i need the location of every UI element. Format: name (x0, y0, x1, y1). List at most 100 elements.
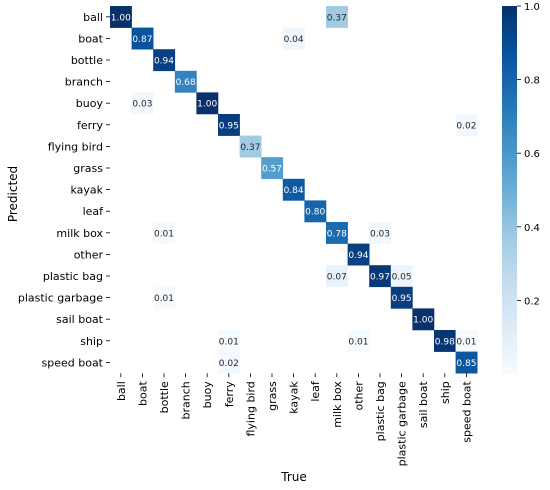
heatmap-cell (455, 330, 478, 352)
cell-value-label: 0.68 (176, 78, 196, 88)
y-tick-label: milk box (56, 227, 103, 240)
heatmap-cell (131, 92, 154, 115)
heatmap-cell (131, 27, 154, 50)
heatmap-cell (174, 70, 197, 93)
heatmap-cell (390, 265, 413, 288)
cell-value-label: 0.01 (219, 337, 239, 347)
x-tick-label: buoy (201, 381, 214, 409)
x-tick-label: branch (180, 381, 193, 419)
colorbar (502, 6, 517, 374)
y-tick-label: buoy (76, 97, 104, 110)
cell-value-label: 0.02 (219, 359, 239, 369)
y-axis-label: Predicted (6, 166, 20, 222)
x-tick-label: boat (136, 381, 149, 406)
cell-value-label: 0.80 (305, 208, 325, 218)
y-tick-label: sail boat (56, 313, 104, 326)
x-tick-label: plastic bag (374, 381, 387, 441)
x-tick-label: sail boat (417, 381, 430, 429)
y-tick-label: kayak (70, 184, 103, 197)
y-tick-label: grass (73, 162, 103, 175)
cell-value-label: 0.01 (154, 229, 174, 239)
heatmap-cell (412, 308, 435, 331)
cell-value-label: 0.95 (392, 294, 412, 304)
x-tick-label: bottle (158, 381, 171, 413)
cell-value-label: 0.97 (370, 273, 390, 283)
cell-value-label: 0.07 (327, 273, 347, 283)
colorbar-tick-label: 0.8 (524, 76, 540, 87)
heatmap-cell (218, 114, 240, 136)
cell-value-label: 0.01 (456, 337, 476, 347)
cell-value-label: 0.57 (262, 165, 282, 175)
cell-value-label: 0.04 (284, 35, 304, 45)
heatmap-cell (239, 135, 262, 158)
y-tick-label: other (74, 248, 104, 261)
y-tick-label: leaf (83, 205, 105, 218)
y-tick-label: plastic bag (43, 270, 103, 283)
cell-value-label: 0.84 (284, 186, 304, 196)
cell-value-label: 0.95 (219, 121, 239, 131)
x-tick-label: grass (266, 381, 279, 411)
cell-value-label: 0.37 (327, 13, 347, 23)
cell-value-label: 0.85 (456, 359, 476, 369)
x-tick-label: speed boat (460, 381, 473, 443)
colorbar-tick-label: 0.2 (524, 296, 540, 307)
heatmap-cell (282, 178, 305, 201)
x-tick-label: other (352, 381, 365, 411)
colorbar-tick-label: 0.6 (524, 149, 540, 160)
heatmap-cells: 1.00 0.37 0.87 0.04 0.94 0.68 0.03 1.00 0.95 0.02… (110, 6, 478, 374)
y-tick-label: boat (78, 32, 103, 45)
x-tick-label: plastic garbage (396, 381, 409, 466)
cell-value-label: 0.98 (435, 337, 455, 347)
heatmap-cell (153, 222, 176, 244)
heatmap-cell (196, 92, 219, 115)
cell-value-label: 0.03 (370, 229, 390, 239)
heatmap-cell (455, 351, 478, 374)
x-tick-label: ship (439, 381, 452, 404)
heatmap-cell (110, 6, 132, 28)
y-tick-label: ferry (77, 119, 103, 132)
cell-value-label: 0.94 (348, 251, 368, 261)
x-tick-label: ferry (223, 381, 236, 407)
x-tick-label: flying bird (244, 381, 257, 436)
cell-value-label: 0.02 (456, 121, 476, 131)
colorbar-ticks: 0.2 0.4 0.6 0.8 1.0 (517, 2, 540, 307)
cell-value-label: 0.01 (154, 294, 174, 304)
x-tick-label: milk box (331, 381, 344, 428)
cell-value-label: 1.00 (111, 13, 131, 23)
heatmap-cell (455, 114, 478, 136)
heatmap-cell (218, 351, 240, 374)
cell-value-label: 0.87 (132, 35, 152, 45)
cell-value-label: 1.00 (413, 316, 433, 326)
heatmap-cell (347, 243, 370, 266)
y-tick-label: speed boat (42, 356, 104, 369)
cell-value-label: 0.05 (392, 273, 412, 283)
colorbar-tick-label: 0.4 (524, 223, 540, 234)
heatmap-cell (218, 330, 240, 352)
x-tick-label: ball (115, 381, 128, 401)
cell-value-label: 0.78 (327, 229, 347, 239)
y-tick-label: bottle (71, 54, 103, 67)
heatmap-cell (326, 265, 348, 288)
heatmap-cell (434, 330, 456, 352)
heatmap-cell (369, 265, 392, 288)
heatmap-cell (153, 286, 176, 309)
cell-value-label: 0.94 (154, 57, 174, 67)
heatmap-cell (282, 27, 305, 50)
heatmap-cell (347, 330, 370, 352)
x-tick-labels: ball boat bottle branch buoy ferry flying bird… (115, 373, 473, 466)
y-tick-labels: ball boat bottle branch buoy ferry flying bird… (18, 11, 110, 369)
y-tick-label: ship (80, 335, 103, 348)
y-tick-label: ball (83, 11, 103, 24)
y-tick-label: flying bird (48, 140, 103, 153)
x-tick-label: leaf (309, 380, 322, 402)
cell-value-label: 0.03 (132, 100, 152, 110)
heatmap-cell (326, 6, 348, 28)
colorbar-tick-label: 1.0 (524, 2, 540, 13)
heatmap-cell (390, 286, 413, 309)
y-tick-label: branch (65, 76, 103, 89)
heatmap-cell (326, 222, 348, 244)
heatmap-cell (304, 200, 327, 223)
heatmap-cell (369, 222, 392, 244)
heatmap-cell (261, 157, 284, 180)
